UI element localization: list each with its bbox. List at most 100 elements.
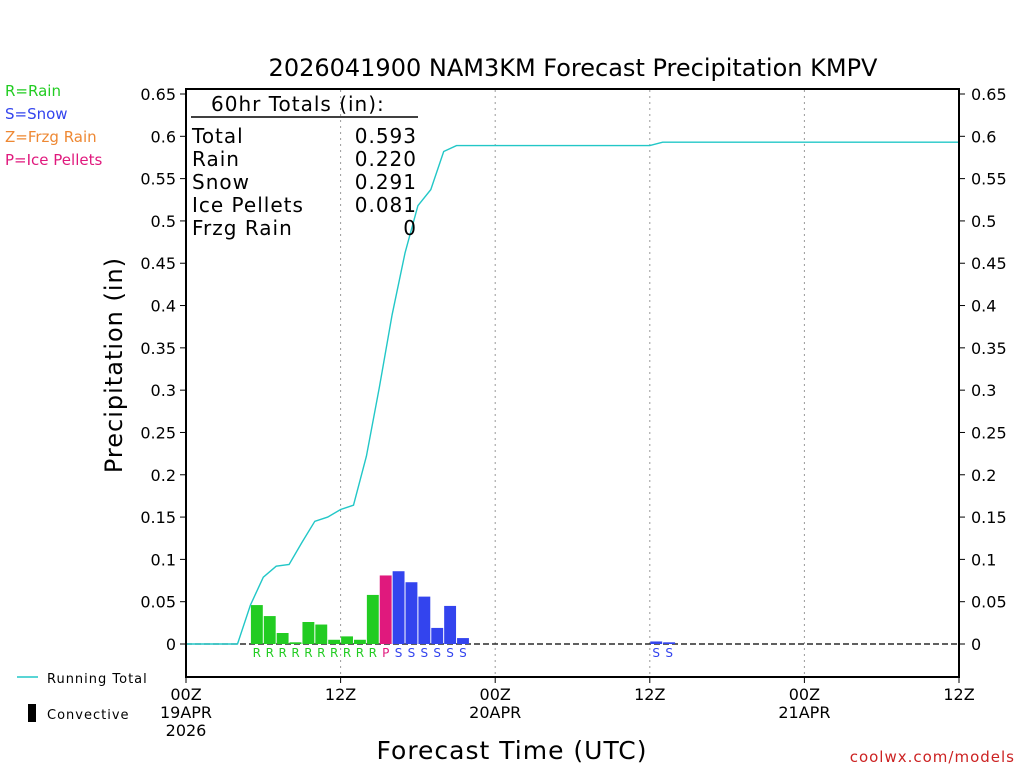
plot-frame bbox=[185, 88, 960, 678]
legend-type-entry: P=Ice Pellets bbox=[5, 151, 102, 169]
bar-r bbox=[302, 622, 315, 644]
y-tick-label-left: 0.6 bbox=[151, 127, 176, 146]
bar-s bbox=[663, 642, 676, 644]
bar-r bbox=[353, 639, 366, 644]
bar-s bbox=[392, 571, 405, 644]
totals-row-value: 0.291 bbox=[355, 170, 417, 194]
totals-row-value: 0.593 bbox=[355, 124, 417, 148]
y-tick-label-right: 0.25 bbox=[971, 423, 1007, 442]
ptype-label: R bbox=[356, 646, 364, 660]
legend-type-entry: R=Rain bbox=[5, 82, 61, 100]
ptype-label: S bbox=[446, 646, 454, 660]
ptype-label: R bbox=[330, 646, 338, 660]
y-tick-label-left: 0.35 bbox=[140, 339, 176, 358]
gridlines bbox=[186, 90, 959, 676]
x-tick-label: 19APR bbox=[160, 703, 212, 722]
totals-row-value: 0.081 bbox=[355, 193, 417, 217]
totals-rows: Total 0.593 Rain 0.220 Snow 0.291 Ice Pellets 0… bbox=[191, 124, 417, 240]
y-axis-right: 0 0.05 0.1 0.15 0.2 0.25 0.3 0.35 0.4 0.45 0.5 0.55… bbox=[959, 85, 1007, 654]
ptype-label: R bbox=[291, 646, 299, 660]
y-tick-label-left: 0.25 bbox=[140, 423, 176, 442]
x-tick-label: 12Z bbox=[325, 685, 356, 704]
x-tick-label: 20APR bbox=[469, 703, 521, 722]
totals-row-label: Rain bbox=[192, 147, 240, 171]
x-tick-label: 12Z bbox=[943, 685, 974, 704]
bar-r bbox=[263, 616, 276, 644]
y-tick-label-right: 0.6 bbox=[971, 127, 996, 146]
y-tick-label-right: 0.1 bbox=[971, 550, 996, 569]
x-tick-label: 12Z bbox=[634, 685, 665, 704]
x-tick-label: 21APR bbox=[778, 703, 830, 722]
bar-s bbox=[405, 582, 418, 644]
ptype-label: P bbox=[382, 646, 389, 660]
bar-r bbox=[341, 636, 353, 644]
ptype-label: S bbox=[421, 646, 429, 660]
x-tick-label: 00Z bbox=[480, 685, 511, 704]
bar-s bbox=[650, 641, 663, 644]
bar-r bbox=[250, 605, 263, 644]
x-axis-title: Forecast Time (UTC) bbox=[377, 736, 648, 765]
totals-row-label: Total bbox=[191, 124, 244, 148]
totals-row-label: Frzg Rain bbox=[192, 216, 293, 240]
ptype-label: R bbox=[317, 646, 325, 660]
y-tick-label-left: 0 bbox=[166, 635, 176, 654]
y-tick-label-right: 0.15 bbox=[971, 508, 1007, 527]
y-tick-label-left: 0.3 bbox=[151, 381, 176, 400]
x-tick-label: 00Z bbox=[170, 685, 201, 704]
ptype-label: S bbox=[433, 646, 441, 660]
ptype-label: S bbox=[652, 646, 660, 660]
bar-s bbox=[418, 596, 431, 644]
ptype-label: R bbox=[266, 646, 274, 660]
ptype-label: R bbox=[253, 646, 261, 660]
y-tick-label-right: 0.65 bbox=[971, 85, 1007, 104]
bar-p bbox=[379, 575, 392, 644]
totals-row-label: Ice Pellets bbox=[192, 193, 304, 217]
legend-type-entry: S=Snow bbox=[5, 105, 68, 123]
y-tick-label-right: 0.35 bbox=[971, 339, 1007, 358]
ptype-label: S bbox=[408, 646, 416, 660]
line-legend: Running Total Convective bbox=[17, 672, 148, 723]
ptype-label: R bbox=[343, 646, 351, 660]
y-tick-label-right: 0.45 bbox=[971, 254, 1007, 273]
bar-r bbox=[276, 633, 289, 644]
ptype-label: R bbox=[369, 646, 377, 660]
y-tick-label-left: 0.4 bbox=[151, 297, 176, 316]
bar-r bbox=[366, 594, 379, 644]
y-tick-label-left: 0.5 bbox=[151, 212, 176, 231]
bars bbox=[250, 571, 676, 644]
y-tick-label-left: 0.65 bbox=[140, 85, 176, 104]
y-tick-label-right: 0.05 bbox=[971, 593, 1007, 612]
y-tick-label-left: 0.2 bbox=[151, 466, 176, 485]
precip-type-legend: R=Rain S=Snow Z=Frzg Rain P=Ice Pellets bbox=[5, 82, 102, 169]
bar-r bbox=[315, 624, 328, 644]
x-tick-label: 00Z bbox=[789, 685, 820, 704]
bar-s bbox=[457, 638, 469, 644]
y-tick-label-left: 0.45 bbox=[140, 254, 176, 273]
running-total-polyline bbox=[186, 141, 959, 645]
credit-text: coolwx.com/models bbox=[850, 748, 1015, 766]
bar-s bbox=[431, 627, 444, 644]
totals-row-value: 0.220 bbox=[355, 147, 417, 171]
running-total-legend-label: Running Total bbox=[47, 672, 148, 687]
y-axis-left: 0 0.05 0.1 0.15 0.2 0.25 0.3 0.35 0.4 0.45 0.5 0.55… bbox=[140, 85, 186, 654]
y-tick-label-right: 0.3 bbox=[971, 381, 996, 400]
ptype-label: S bbox=[459, 646, 467, 660]
y-tick-label-right: 0.4 bbox=[971, 297, 996, 316]
totals-box: 60hr Totals (in): Total 0.593 Rain 0.220 Sno… bbox=[191, 92, 418, 240]
totals-row-label: Snow bbox=[192, 170, 250, 194]
totals-header: 60hr Totals (in): bbox=[211, 92, 385, 116]
x-tick-label: 2026 bbox=[166, 721, 207, 740]
convective-legend-label: Convective bbox=[47, 708, 130, 723]
y-tick-label-right: 0 bbox=[971, 635, 981, 654]
y-tick-label-right: 0.2 bbox=[971, 466, 996, 485]
running-total-line bbox=[186, 141, 959, 645]
ptype-label: S bbox=[665, 646, 673, 660]
bar-r bbox=[289, 642, 302, 644]
y-tick-label-right: 0.55 bbox=[971, 170, 1007, 189]
totals-row-value: 0 bbox=[403, 216, 417, 240]
ptype-label: R bbox=[304, 646, 312, 660]
